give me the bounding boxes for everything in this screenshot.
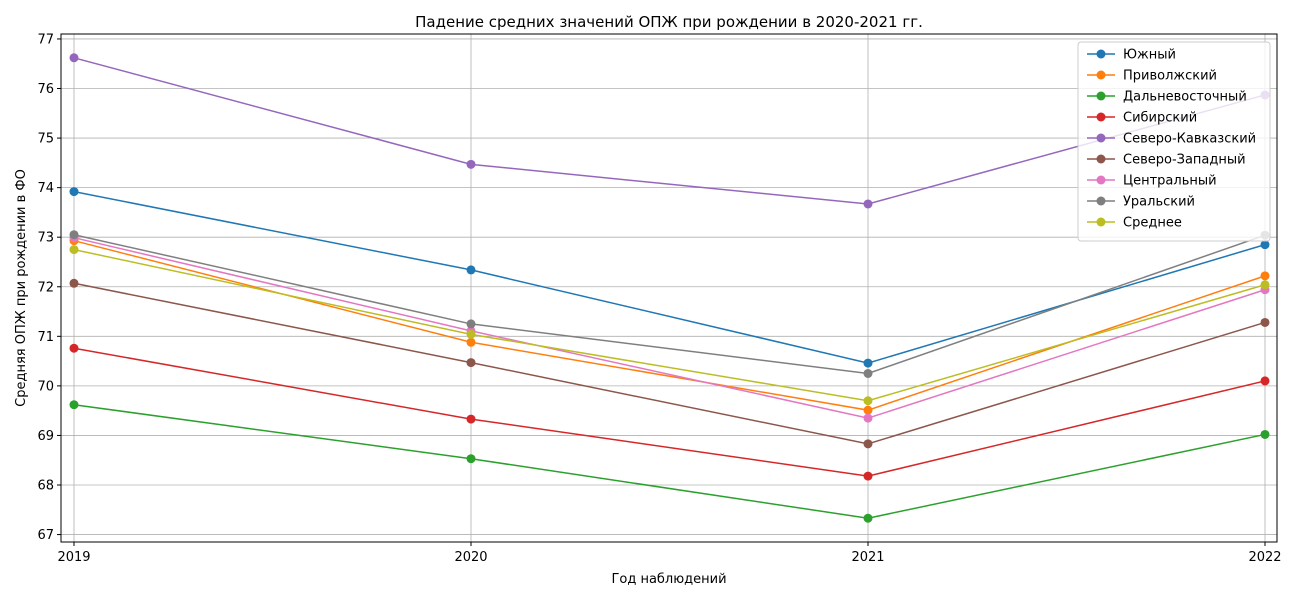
data-point <box>863 513 873 523</box>
legend-item: Среднее <box>1087 216 1182 231</box>
data-point <box>466 414 476 424</box>
series-group <box>69 53 1270 523</box>
y-tick-label: 77 <box>37 32 54 47</box>
x-tick-label: 2020 <box>454 550 487 565</box>
legend-label: Среднее <box>1123 216 1182 231</box>
legend-item: Центральный <box>1087 174 1217 189</box>
y-tick-label: 74 <box>37 181 54 196</box>
y-tick-label: 68 <box>37 479 54 494</box>
legend-label: Уральский <box>1123 195 1195 210</box>
legend-item: Сибирский <box>1087 111 1197 126</box>
data-point <box>466 358 476 368</box>
legend-item: Южный <box>1087 48 1176 63</box>
series-Дальневосточный <box>69 400 1270 523</box>
data-point <box>69 187 79 197</box>
data-point <box>863 368 873 378</box>
series-line <box>73 236 1266 419</box>
plot-frame <box>60 33 1278 543</box>
y-tick-label: 69 <box>37 429 54 444</box>
data-point <box>1260 376 1270 386</box>
data-point <box>863 396 873 406</box>
legend-marker <box>1096 49 1106 59</box>
legend-label: Сибирский <box>1123 111 1197 126</box>
x-tick-label: 2021 <box>851 550 884 565</box>
data-point <box>466 159 476 169</box>
y-axis: 67 68 69 70 71 72 73 74 75 76 77 <box>37 32 61 543</box>
data-point <box>69 278 79 288</box>
legend-label: Центральный <box>1123 174 1217 189</box>
series-line <box>73 57 1266 205</box>
legend-item: Северо-Кавказский <box>1087 132 1256 147</box>
chart-title: Падение средних значений ОПЖ при рождени… <box>415 13 923 31</box>
data-point <box>69 230 79 240</box>
legend-item: Приволжский <box>1087 69 1217 84</box>
y-axis-title: Средняя ОПЖ при рождении в ФО <box>14 169 29 407</box>
legend-item: Уральский <box>1087 195 1195 210</box>
legend-label: Южный <box>1123 48 1176 63</box>
data-point <box>863 199 873 209</box>
legend-marker <box>1096 175 1106 185</box>
data-point <box>863 471 873 481</box>
data-point <box>466 337 476 347</box>
legend-label: Приволжский <box>1123 69 1217 84</box>
legend-item: Северо-Западный <box>1087 153 1246 168</box>
legend: Южный Приволжский Дальневосточный Сибирский… <box>1077 41 1271 242</box>
y-tick-label: 75 <box>37 132 54 147</box>
data-point <box>863 358 873 368</box>
data-point <box>1260 271 1270 281</box>
legend-label: Дальневосточный <box>1123 90 1247 105</box>
y-tick-label: 76 <box>37 82 54 97</box>
legend-box <box>1077 41 1271 242</box>
data-point <box>466 329 476 339</box>
series-Северо-Западный <box>69 278 1270 449</box>
legend-label: Северо-Западный <box>1123 153 1246 168</box>
series-Сибирский <box>69 343 1270 481</box>
x-tick-label: 2022 <box>1248 550 1281 565</box>
data-point <box>69 245 79 255</box>
legend-marker <box>1096 91 1106 101</box>
legend-marker <box>1096 196 1106 206</box>
series-line <box>73 347 1266 477</box>
series-line <box>73 282 1266 445</box>
data-point <box>69 400 79 410</box>
legend-marker <box>1096 217 1106 227</box>
data-point <box>863 405 873 415</box>
series-line <box>73 248 1266 402</box>
data-point <box>69 53 79 63</box>
data-point <box>1260 240 1270 250</box>
y-tick-label: 73 <box>37 231 54 246</box>
legend-marker <box>1096 112 1106 122</box>
data-point <box>863 413 873 423</box>
data-point <box>1260 429 1270 439</box>
data-point <box>466 454 476 464</box>
data-point <box>69 343 79 353</box>
legend-marker <box>1096 133 1106 143</box>
data-point <box>1260 280 1270 290</box>
data-point <box>466 265 476 275</box>
y-tick-label: 71 <box>37 330 54 345</box>
grid <box>61 34 1277 542</box>
series-line <box>73 403 1266 519</box>
x-tick-label: 2019 <box>57 550 90 565</box>
y-tick-label: 67 <box>37 528 54 543</box>
y-tick-label: 72 <box>37 280 54 295</box>
series-Среднее <box>69 245 1270 406</box>
data-point <box>466 319 476 329</box>
legend-item: Дальневосточный <box>1087 90 1247 105</box>
legend-marker <box>1096 154 1106 164</box>
series-line <box>73 233 1266 375</box>
y-tick-label: 70 <box>37 379 54 394</box>
data-point <box>1260 317 1270 327</box>
legend-marker <box>1096 70 1106 80</box>
data-point <box>863 439 873 449</box>
x-axis-title: Год наблюдений <box>611 572 726 587</box>
legend-label: Северо-Кавказский <box>1123 132 1256 147</box>
x-axis: 2019 2020 2021 2022 <box>57 542 1282 565</box>
